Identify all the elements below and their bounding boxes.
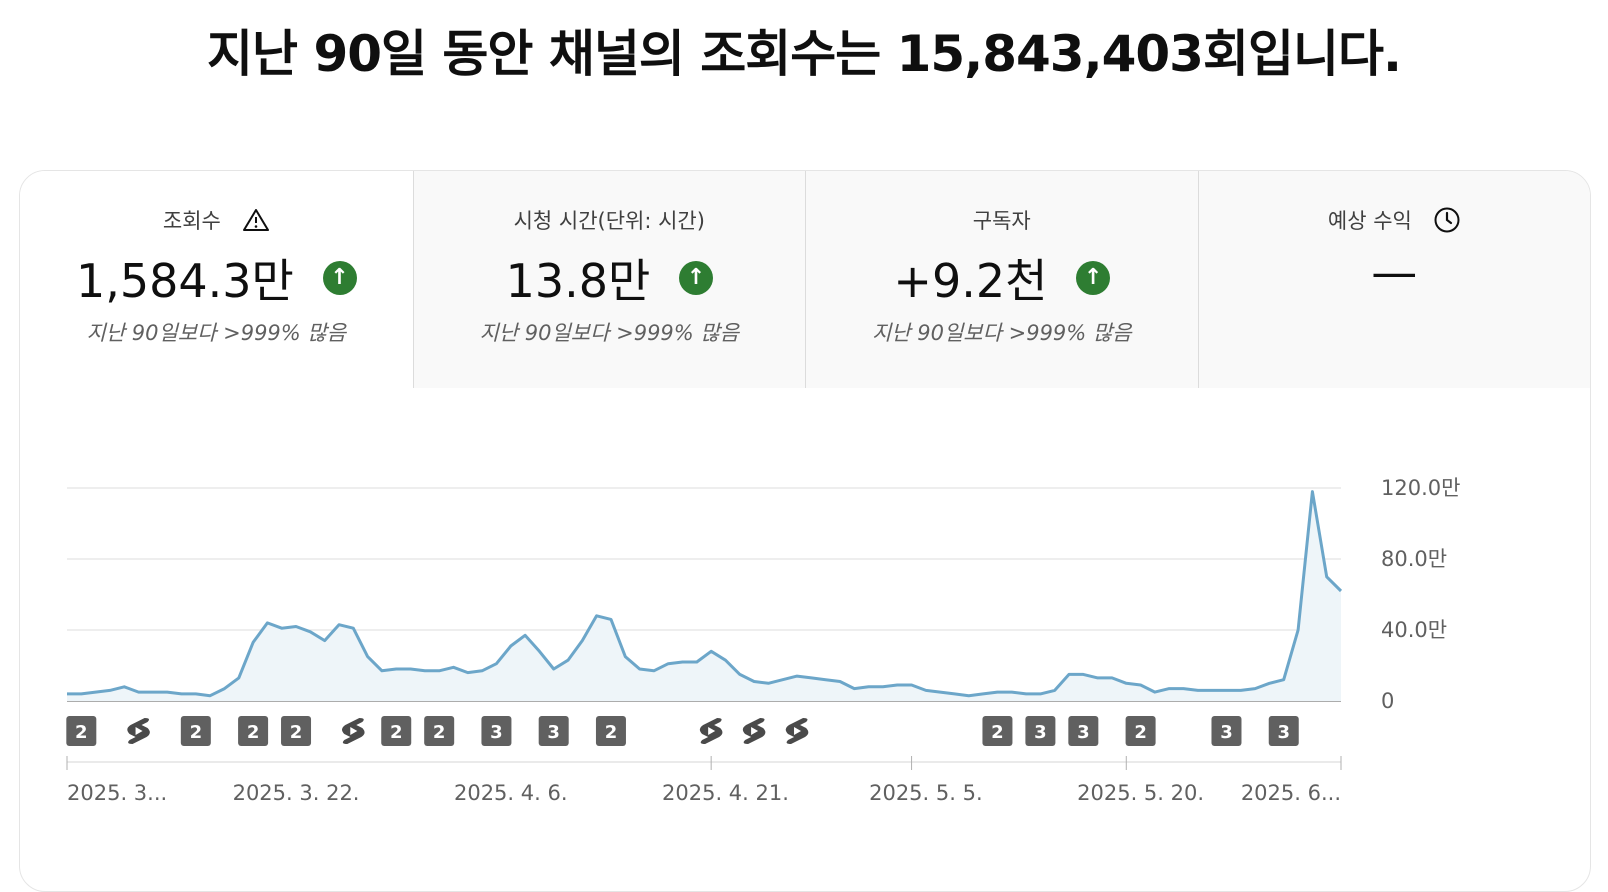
clock-icon[interactable] [1433,206,1461,234]
y-tick-label: 40.0만 [1381,618,1447,642]
upload-count-label: 2 [290,722,303,743]
tab-views[interactable]: 조회수 1,584.3만 ↑ 지난 90일보다 >999% 많음 [20,171,413,388]
tab-views-label: 조회수 [162,209,221,233]
shorts-play-icon [794,727,802,735]
tab-watch-time-compare: 지난 90일보다 >999% 많음 [479,321,740,345]
x-tick-label: 2025. 5. 5. [869,781,983,805]
upload-count-badge[interactable] [424,716,455,746]
shorts-play-icon [751,727,759,735]
warning-icon[interactable] [242,208,270,232]
y-tick-label: 0 [1381,689,1394,713]
upload-count-badge[interactable] [1125,716,1156,746]
tab-views-compare: 지난 90일보다 >999% 많음 [86,321,347,345]
upload-count-badge[interactable] [180,716,211,746]
views-chart: 120.0만 80.0만 40.0만 0 2 2 2 2 2 2 3 3 2 2 3 3 2 3 3 2025. 3.… [66,476,1460,805]
tab-watch-time[interactable]: 시청 시간(단위: 시간) 13.8만 ↑ 지난 90일보다 >999% 많음 [412,171,805,388]
x-tick-label: 2025. 3. 22. [233,781,360,805]
upload-count-badge[interactable] [1268,716,1299,746]
tab-subscribers[interactable]: 구독자 +9.2천 ↑ 지난 90일보다 >999% 많음 [805,171,1198,388]
y-tick-label: 80.0만 [1381,547,1447,571]
upload-count-badge[interactable] [982,716,1013,746]
tab-revenue[interactable]: 예상 수익 — [1197,171,1590,388]
upload-count-badge[interactable] [281,716,312,746]
upload-count-badge[interactable] [481,716,512,746]
upload-count-badge[interactable] [595,716,626,746]
arrow-up-icon: ↑ [322,261,357,295]
tab-revenue-label: 예상 수익 [1327,209,1412,233]
shorts-play-icon [708,727,716,735]
upload-count-label: 2 [1134,722,1147,743]
arrow-up-icon: ↑ [678,261,713,295]
x-tick-label: 2025. 4. 6. [454,781,568,805]
views-series-line[interactable] [67,490,1343,698]
upload-count-label: 3 [1077,722,1090,743]
upload-count-label: 3 [547,722,560,743]
page-headline: 지난 90일 동안 채널의 조회수는 15,843,403회입니다. [207,25,1402,83]
upload-count-label: 2 [991,722,1004,743]
upload-count-label: 2 [433,722,446,743]
upload-count-label: 3 [1034,722,1047,743]
tab-subscribers-label: 구독자 [972,209,1031,233]
analytics-card: 조회수 1,584.3만 ↑ 지난 90일보다 >999% 많음 시청 시간(단… [19,170,1591,892]
upload-count-badge[interactable] [1211,716,1242,746]
shorts-play-icon [350,727,358,735]
x-tick-label: 2025. 5. 20. [1077,781,1204,805]
arrow-up-icon: ↑ [1076,261,1111,295]
metric-tabs: 조회수 1,584.3만 ↑ 지난 90일보다 >999% 많음 시청 시간(단… [20,171,1590,388]
upload-count-label: 2 [75,722,88,743]
upload-count-label: 3 [1220,722,1233,743]
tab-views-value: 1,584.3만 [75,254,294,308]
tab-revenue-value: — [1371,245,1418,299]
tab-watch-time-value: 13.8만 [505,254,651,308]
upload-count-label: 2 [390,722,403,743]
upload-count-badge[interactable] [1068,716,1099,746]
upload-count-label: 3 [1277,722,1290,743]
upload-count-badge[interactable] [66,716,97,746]
x-tick-label: 2025. 4. 21. [662,781,789,805]
shorts-play-icon [135,727,143,735]
tab-watch-time-label: 시청 시간(단위: 시간) [513,209,705,233]
upload-count-badge[interactable] [238,716,269,746]
x-tick-label: 2025. 6... [1241,781,1341,805]
upload-count-badge[interactable] [1025,716,1056,746]
tab-subscribers-value: +9.2천 [893,254,1048,308]
tab-subscribers-compare: 지난 90일보다 >999% 많음 [871,321,1132,345]
upload-count-label: 3 [490,722,503,743]
y-tick-label: 120.0만 [1381,476,1460,500]
x-tick-label: 2025. 3... [67,781,167,805]
upload-count-label: 2 [190,722,203,743]
upload-count-badge[interactable] [381,716,412,746]
upload-count-badge[interactable] [538,716,569,746]
upload-count-label: 2 [247,722,260,743]
views-area [67,491,1341,701]
upload-count-label: 2 [605,722,618,743]
